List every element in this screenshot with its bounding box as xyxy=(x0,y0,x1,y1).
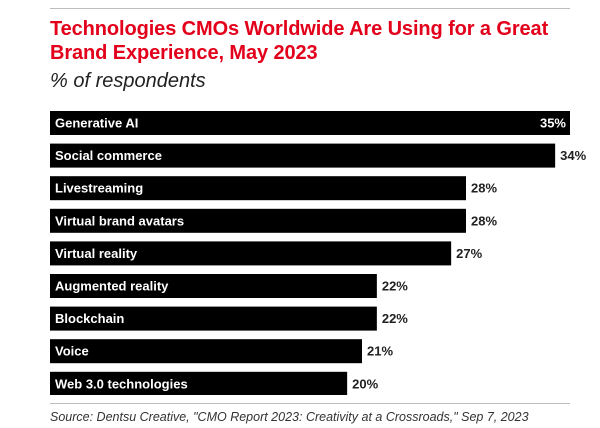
category-label: Virtual brand avatars xyxy=(55,213,184,228)
value-label: 22% xyxy=(382,279,408,294)
bar-group: Social commerce 34% xyxy=(50,143,587,168)
value-label: 34% xyxy=(560,148,586,163)
bar-group: Blockchain 22% xyxy=(50,306,408,331)
value-label: 21% xyxy=(367,344,393,359)
bar xyxy=(50,208,466,233)
category-label: Web 3.0 technologies xyxy=(55,376,188,391)
bar xyxy=(50,241,452,266)
value-label: 27% xyxy=(456,246,482,261)
category-label: Augmented reality xyxy=(55,279,169,294)
bar xyxy=(50,176,466,201)
bar-group: Livestreaming 28% xyxy=(50,176,497,201)
category-label: Livestreaming xyxy=(55,181,143,196)
bar-group: Generative AI 35% xyxy=(50,111,570,135)
chart-subtitle: % of respondents xyxy=(50,70,206,92)
category-label: Generative AI xyxy=(55,116,138,131)
bar xyxy=(50,306,377,331)
category-label: Virtual reality xyxy=(55,246,138,261)
category-label: Blockchain xyxy=(55,311,124,326)
footer-divider xyxy=(50,403,570,404)
bar xyxy=(50,111,570,135)
bar-chart: Generative AI 35% Social commerce 34% Livest… xyxy=(50,111,587,395)
value-label: 28% xyxy=(471,181,497,196)
category-label: Voice xyxy=(55,344,89,359)
source-note: Source: Dentsu Creative, "CMO Report 202… xyxy=(50,410,529,424)
bar-group: Augmented reality 22% xyxy=(50,274,408,298)
chart-title: Technologies CMOs Worldwide Are Using fo… xyxy=(50,18,549,64)
value-label: 35% xyxy=(540,116,566,131)
bar-group: Virtual brand avatars 28% xyxy=(50,208,497,233)
value-label: 22% xyxy=(382,311,408,326)
bar-group: Web 3.0 technologies 20% xyxy=(50,371,379,395)
value-label: 28% xyxy=(471,213,497,228)
value-label: 20% xyxy=(352,376,378,391)
bar xyxy=(50,143,556,168)
bar xyxy=(50,371,348,395)
category-label: Social commerce xyxy=(55,148,162,163)
bar xyxy=(50,274,377,298)
bar-group: Voice 21% xyxy=(50,339,393,364)
bar xyxy=(50,339,362,364)
top-divider xyxy=(50,8,570,9)
bar-group: Virtual reality 27% xyxy=(50,241,483,266)
